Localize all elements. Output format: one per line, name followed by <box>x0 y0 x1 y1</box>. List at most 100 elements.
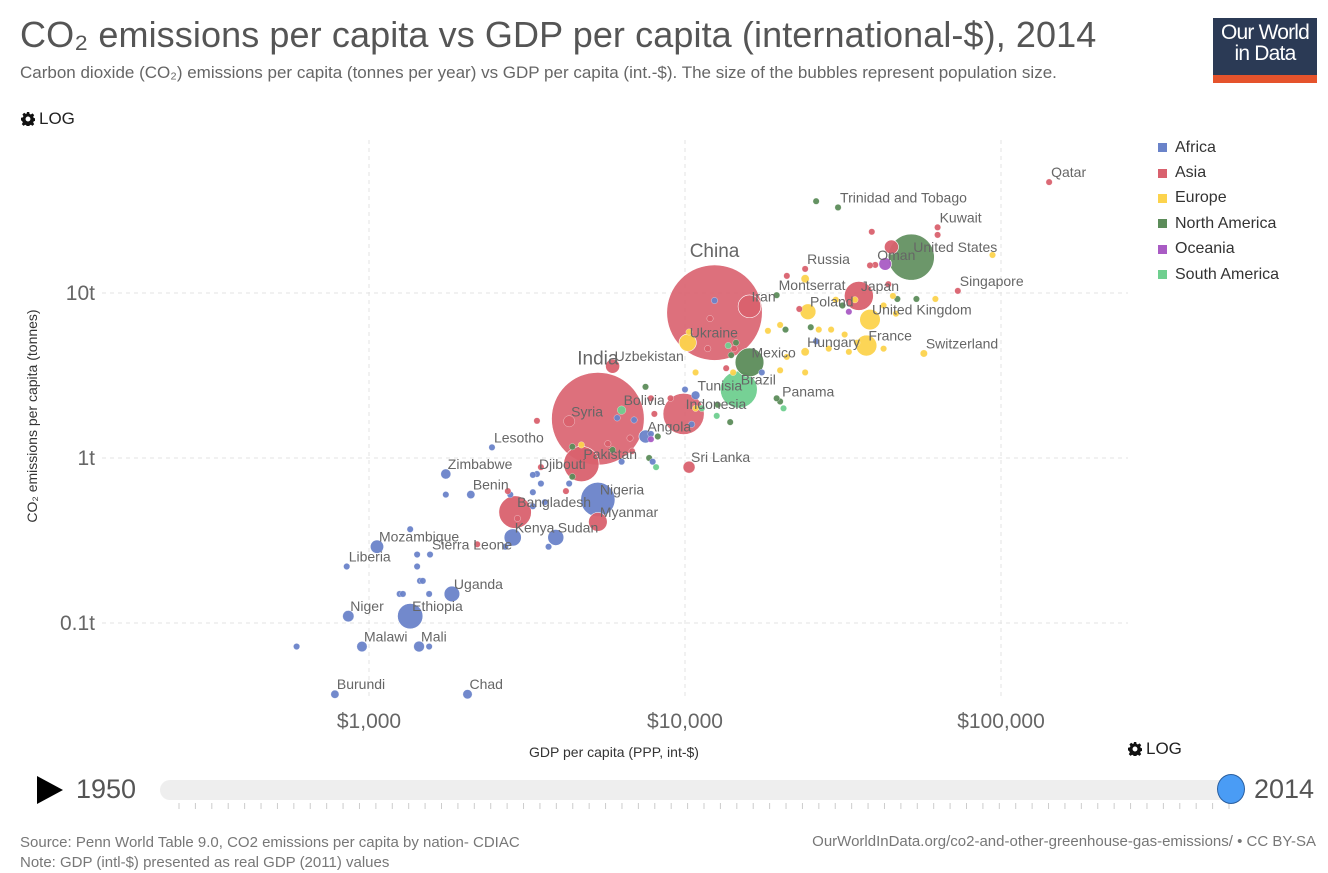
bubble-unlabeled[interactable] <box>630 416 638 424</box>
bubble-unlabeled[interactable] <box>654 433 662 440</box>
bubble-unlabeled[interactable] <box>713 412 721 420</box>
bubble-bangladesh[interactable] <box>498 495 532 529</box>
legend-item-europe[interactable]: Europe <box>1158 186 1279 211</box>
footer-link[interactable]: OurWorldInData.org/co2-and-other-greenho… <box>812 833 1316 850</box>
bubble-unlabeled[interactable] <box>473 540 481 548</box>
bubble-unlabeled[interactable] <box>529 471 537 479</box>
bubble-unlabeled[interactable] <box>827 326 835 333</box>
bubble-malawi[interactable] <box>356 641 368 652</box>
bubble-switzerland[interactable] <box>920 349 928 358</box>
bubble-unlabeled[interactable] <box>795 305 803 313</box>
bubble-unlabeled[interactable] <box>807 323 815 331</box>
bubble-singapore[interactable] <box>954 287 962 295</box>
bubble-liberia[interactable] <box>343 563 351 570</box>
bubble-unlabeled[interactable] <box>692 404 699 412</box>
bubble-unlabeled[interactable] <box>688 420 696 428</box>
timeline-handle[interactable] <box>1217 774 1245 804</box>
bubble-unlabeled[interactable] <box>913 295 920 303</box>
bubble-unlabeled[interactable] <box>884 239 899 255</box>
bubble-unlabeled[interactable] <box>647 435 655 443</box>
legend-item-africa[interactable]: Africa <box>1158 135 1279 160</box>
bubble-unlabeled[interactable] <box>776 321 784 329</box>
bubble-unlabeled[interactable] <box>529 488 537 496</box>
bubble-unlabeled[interactable] <box>568 473 576 481</box>
legend-item-asia[interactable]: Asia <box>1158 160 1279 185</box>
bubble-unlabeled[interactable] <box>533 417 541 425</box>
bubble-unlabeled[interactable] <box>714 401 722 409</box>
y-scale-toggle[interactable]: LOG <box>21 109 75 129</box>
bubble-unlabeled[interactable] <box>839 302 846 309</box>
bubble-unlabeled[interactable] <box>800 274 810 283</box>
bubble-united-states[interactable] <box>887 233 935 281</box>
timeline-track[interactable] <box>160 780 1232 800</box>
bubble-unlabeled[interactable] <box>878 257 892 271</box>
bubble-uganda[interactable] <box>443 585 461 603</box>
bubble-unlabeled[interactable] <box>647 394 655 402</box>
bubble-benin[interactable] <box>466 490 476 499</box>
bubble-unlabeled[interactable] <box>613 414 621 422</box>
bubble-unlabeled[interactable] <box>681 386 689 393</box>
bubble-unlabeled[interactable] <box>812 337 820 345</box>
bubble-unlabeled[interactable] <box>815 326 823 333</box>
bubble-unlabeled[interactable] <box>413 551 421 558</box>
bubble-unlabeled[interactable] <box>293 643 300 650</box>
bubble-unlabeled[interactable] <box>537 480 545 487</box>
bubble-unlabeled[interactable] <box>399 590 407 598</box>
bubble-unlabeled[interactable] <box>642 383 649 391</box>
bubble-burundi[interactable] <box>330 690 340 699</box>
legend-item-south-america[interactable]: South America <box>1158 262 1279 287</box>
bubble-unlabeled[interactable] <box>537 463 545 471</box>
bubble-unlabeled[interactable] <box>609 446 616 454</box>
bubble-unlabeled[interactable] <box>783 353 791 361</box>
bubble-unlabeled[interactable] <box>419 577 427 585</box>
owid-link[interactable]: OurWorldInData.org/co2-and-other-greenho… <box>812 833 1316 850</box>
bubble-unlabeled[interactable] <box>780 404 787 412</box>
bubble-unlabeled[interactable] <box>832 296 840 304</box>
bubble-tunisia[interactable] <box>691 390 700 400</box>
bubble-unlabeled[interactable] <box>801 369 809 376</box>
bubble-sudan[interactable] <box>547 529 565 546</box>
bubble-myanmar[interactable] <box>588 512 608 532</box>
bubble-sri-lanka[interactable] <box>682 461 696 474</box>
bubble-unlabeled[interactable] <box>868 228 876 236</box>
bubble-unlabeled[interactable] <box>892 310 900 317</box>
bubble-unlabeled[interactable] <box>425 590 433 598</box>
bubble-sierra-leone[interactable] <box>426 551 434 558</box>
bubble-unlabeled[interactable] <box>812 197 820 205</box>
bubble-bolivia[interactable] <box>617 405 627 415</box>
bubble-unlabeled[interactable] <box>884 280 892 288</box>
bubble-unlabeled[interactable] <box>652 463 660 471</box>
bubble-unlabeled[interactable] <box>626 434 634 442</box>
bubble-unlabeled[interactable] <box>934 231 941 239</box>
bubble-zimbabwe[interactable] <box>440 468 451 480</box>
bubble-mali[interactable] <box>413 641 425 653</box>
play-icon[interactable] <box>37 776 63 804</box>
bubble-mozambique[interactable] <box>369 539 384 554</box>
bubble-lesotho[interactable] <box>488 444 496 451</box>
bubble-unlabeled[interactable] <box>604 440 612 448</box>
bubble-unlabeled[interactable] <box>726 418 734 426</box>
bubble-unlabeled[interactable] <box>406 525 414 533</box>
bubble-unlabeled[interactable] <box>782 326 789 333</box>
bubble-kenya[interactable] <box>503 528 522 547</box>
bubble-unlabeled[interactable] <box>853 339 861 347</box>
bubble-unlabeled[interactable] <box>932 295 939 303</box>
bubble-qatar[interactable] <box>1045 178 1053 186</box>
bubble-unlabeled[interactable] <box>841 331 848 338</box>
bubble-chad[interactable] <box>462 689 473 700</box>
bubble-mexico[interactable] <box>734 347 765 378</box>
bubble-unlabeled[interactable] <box>562 487 570 495</box>
bubble-unlabeled[interactable] <box>442 491 450 498</box>
bubble-unlabeled[interactable] <box>704 345 712 352</box>
bubble-unlabeled[interactable] <box>989 251 996 259</box>
bubble-russia[interactable] <box>801 265 809 273</box>
bubble-unlabeled[interactable] <box>649 458 657 466</box>
bubble-unlabeled[interactable] <box>529 502 537 510</box>
bubble-unlabeled[interactable] <box>504 487 512 495</box>
bubble-iran[interactable] <box>737 294 762 319</box>
bubble-unlabeled[interactable] <box>692 369 699 376</box>
bubble-unlabeled[interactable] <box>880 345 887 352</box>
bubble-ethiopia[interactable] <box>397 603 424 630</box>
bubble-japan[interactable] <box>844 281 874 311</box>
bubble-unlabeled[interactable] <box>651 410 658 418</box>
